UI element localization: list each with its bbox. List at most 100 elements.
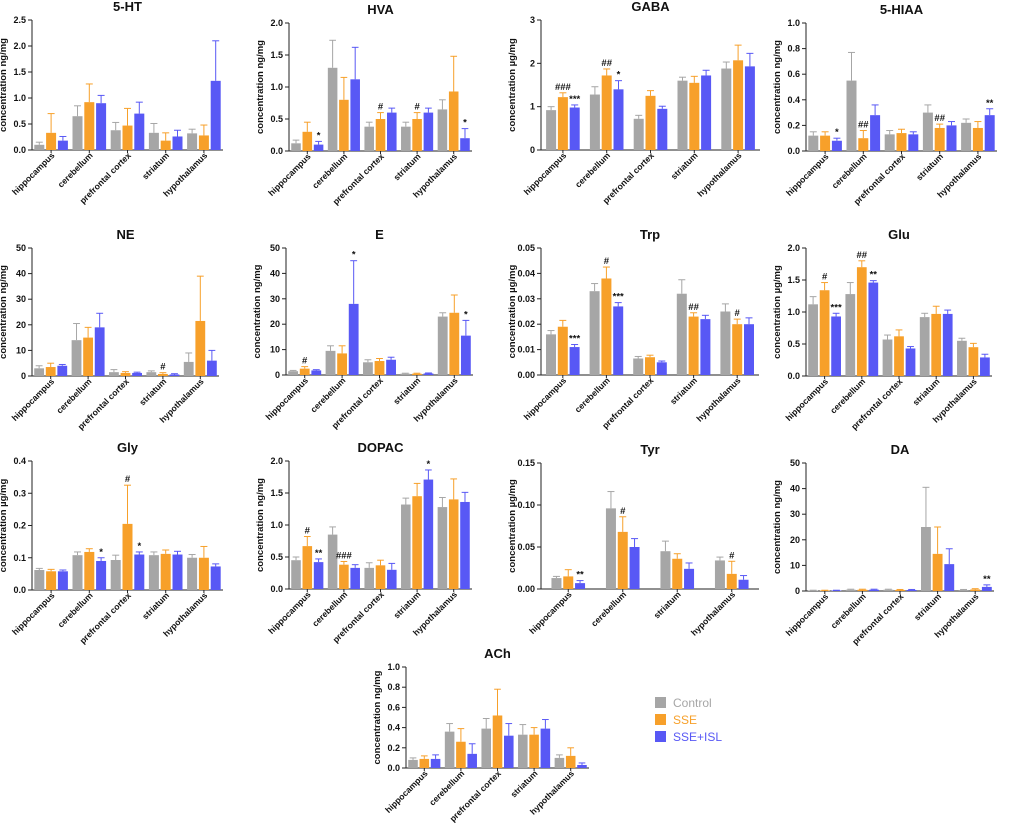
bar-control-cerebellum xyxy=(72,116,83,150)
chart-title: DOPAC xyxy=(358,440,405,455)
bar-control-striatum xyxy=(677,80,688,150)
bar-control-prefrontal-cortex xyxy=(110,560,121,590)
bar-control-striatum xyxy=(660,551,671,589)
x-tick-label-striatum: striatum xyxy=(914,151,945,182)
bar-sse-prefrontal-cortex xyxy=(895,589,905,591)
y-tick-label: 0.1 xyxy=(13,553,26,563)
bar-sse-striatum xyxy=(412,496,422,589)
bar-sse-cerebellum xyxy=(857,589,868,591)
y-tick-label: 2.0 xyxy=(270,18,283,28)
y-tick-label: 0.0 xyxy=(270,146,283,156)
y-tick-label: 0.6 xyxy=(387,702,400,712)
y-tick-label: 0.0 xyxy=(13,585,26,595)
bar-sse-hippocampus xyxy=(557,97,568,150)
y-tick-label: 0 xyxy=(21,371,26,381)
bar-sse-cerebellum xyxy=(84,551,95,590)
y-tick-label: 0.05 xyxy=(517,243,535,253)
bar-sse-hypothalamus xyxy=(448,499,459,589)
bar-control-prefrontal-cortex xyxy=(882,339,893,376)
bar-sse-isl-hypothalamus xyxy=(744,324,754,375)
bar-sse-isl-hippocampus xyxy=(57,140,68,150)
bar-sse-isl-striatum xyxy=(540,728,551,768)
bar-sse-hypothalamus xyxy=(972,127,983,151)
y-tick-label: 0.05 xyxy=(517,542,535,552)
y-tick-label: 0 xyxy=(530,145,535,155)
bar-sse-isl-hypothalamus xyxy=(206,360,217,376)
y-tick-label: 0.10 xyxy=(517,500,535,510)
bar-sse-isl-cerebellum xyxy=(613,89,624,150)
bar-sse-isl-hippocampus xyxy=(831,140,842,151)
bar-sse-isl-hippocampus xyxy=(313,562,324,589)
bar-sse-isl-prefrontal-cortex xyxy=(134,554,145,590)
bar-sse-isl-hippocampus xyxy=(831,316,841,376)
bar-control-striatum xyxy=(401,504,411,589)
y-tick-label: 0.03 xyxy=(517,294,535,304)
legend-swatch-control xyxy=(655,697,666,708)
significance-marker: * xyxy=(352,250,356,261)
bar-control-striatum xyxy=(401,126,411,151)
y-tick-label: 10 xyxy=(790,560,800,570)
y-tick-label: 0.0 xyxy=(387,763,400,773)
x-tick-label-striatum: striatum xyxy=(391,589,422,620)
bar-control-cerebellum xyxy=(325,350,336,375)
chart-panel-trp: Trp concentration µg/mg 0.00 0.01 0.02 0.03 0.… xyxy=(507,227,759,431)
bar-sse-isl-striatum xyxy=(423,373,434,375)
bar-sse-isl-striatum xyxy=(172,136,183,150)
bar-control-hypothalamus xyxy=(957,340,967,376)
bar-sse-isl-prefrontal-cortex xyxy=(905,348,916,376)
bar-sse-hippocampus xyxy=(299,368,310,375)
x-tick-label-cerebellum: cerebellum xyxy=(56,590,95,629)
chart-title: 5-HIAA xyxy=(880,2,924,17)
x-tick-label-cerebellum: cerebellum xyxy=(308,375,347,414)
bar-sse-hippocampus xyxy=(563,576,574,589)
bar-sse-striatum xyxy=(412,119,422,151)
significance-marker: # xyxy=(414,102,420,113)
x-tick-label-cerebellum: cerebellum xyxy=(427,768,466,807)
significance-marker: # xyxy=(302,356,308,367)
bar-sse-hypothalamus xyxy=(732,324,743,375)
y-tick-label: 2 xyxy=(530,58,535,68)
y-axis-label: concentration ng/mg xyxy=(772,40,783,134)
significance-marker: * xyxy=(463,118,467,129)
legend-label-sse: SSE xyxy=(673,713,697,727)
bar-control-hypothalamus xyxy=(958,589,969,591)
bar-sse-isl-cerebellum xyxy=(94,327,105,376)
bar-control-prefrontal-cortex xyxy=(633,358,644,375)
bar-control-hypothalamus xyxy=(437,316,448,375)
y-tick-label: 0.0 xyxy=(270,584,283,594)
y-tick-label: 0 xyxy=(795,586,800,596)
chart-panel-gaba: GABA concentration µg/mg 0 1 2 3 hippocampus ce… xyxy=(507,0,760,206)
significance-marker: ## xyxy=(601,58,612,69)
significance-marker: # xyxy=(735,308,741,319)
bar-control-striatum xyxy=(146,372,157,376)
y-tick-label: 0.0 xyxy=(787,146,800,156)
bar-sse-isl-striatum xyxy=(684,568,695,589)
bar-sse-isl-cerebellum xyxy=(869,589,879,591)
bar-sse-cerebellum xyxy=(858,138,869,151)
x-tick-label-hippocampus: hippocampus xyxy=(383,768,430,815)
bar-sse-cerebellum xyxy=(601,75,612,150)
bar-control-prefrontal-cortex xyxy=(633,118,644,150)
y-tick-label: 30 xyxy=(790,509,800,519)
bar-control-prefrontal-cortex xyxy=(109,372,119,376)
legend: Control SSE SSE+ISL xyxy=(655,696,722,744)
x-tick-label-striatum: striatum xyxy=(669,150,700,181)
bar-sse-isl-cerebellum xyxy=(613,306,624,375)
y-tick-label: 0.5 xyxy=(270,114,283,124)
significance-marker: *** xyxy=(831,302,842,313)
bar-sse-hippocampus xyxy=(819,590,830,591)
legend-label-control: Control xyxy=(673,696,712,710)
bar-sse-isl-hypothalamus xyxy=(980,357,990,376)
bar-sse-isl-hypothalamus xyxy=(981,586,992,591)
significance-marker: ** xyxy=(870,270,878,281)
bar-sse-isl-hippocampus xyxy=(831,590,842,591)
y-tick-label: 0.0 xyxy=(13,145,26,155)
bar-sse-hippocampus xyxy=(302,546,313,589)
bar-sse-isl-hypothalamus xyxy=(460,335,471,375)
y-tick-label: 0.15 xyxy=(517,458,535,468)
x-tick-label-striatum: striatum xyxy=(912,591,943,622)
bar-control-hippocampus xyxy=(551,578,562,589)
bar-control-hippocampus xyxy=(288,371,299,375)
x-tick-label-hippocampus: hippocampus xyxy=(784,591,831,638)
y-axis-label: concentration µg/mg xyxy=(772,265,783,359)
